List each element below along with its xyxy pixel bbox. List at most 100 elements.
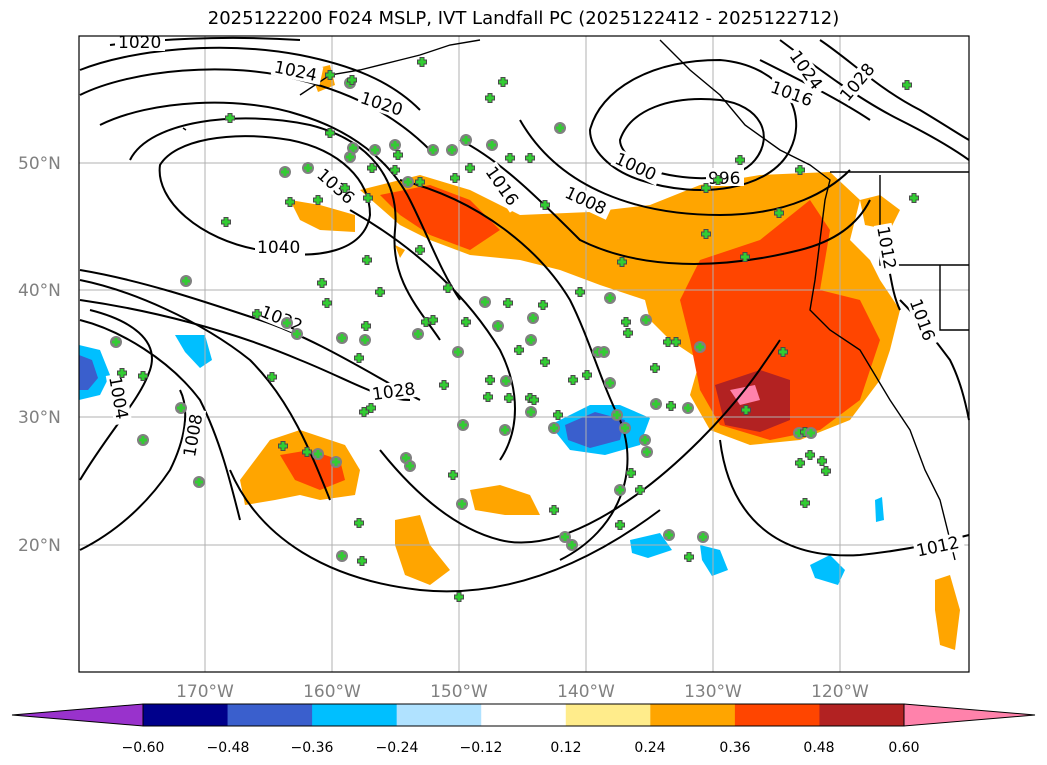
station-cross-marker <box>561 533 569 541</box>
lon-label: 160°W <box>303 682 361 702</box>
station-cross-marker <box>268 373 276 381</box>
colorbar-extend-low <box>11 703 144 727</box>
station-cross-marker <box>702 184 710 192</box>
station-cross-marker <box>910 194 918 202</box>
colorbar <box>11 703 1036 727</box>
station-cross-marker <box>515 346 523 354</box>
cbar-label: 0.12 <box>550 740 581 756</box>
cbar-label: 0.24 <box>634 740 665 756</box>
station-cross-marker <box>606 294 614 302</box>
station-cross-marker <box>367 404 375 412</box>
station-cross-marker <box>696 343 704 351</box>
station-cross-marker <box>499 78 507 86</box>
cbar-label: −0.24 <box>376 740 419 756</box>
station-cross-marker <box>363 256 371 264</box>
colorbar-labels: −0.60 −0.48 −0.36 −0.24 −0.12 0.12 0.24 … <box>122 740 920 756</box>
station-cross-marker <box>530 396 538 404</box>
station-cross-marker <box>554 411 562 419</box>
station-cross-marker <box>459 421 467 429</box>
station-cross-marker <box>505 394 513 402</box>
station-cross-marker <box>796 166 804 174</box>
station-cross-marker <box>903 81 911 89</box>
station-cross-marker <box>651 364 659 372</box>
station-cross-marker <box>652 400 660 408</box>
station-cross-marker <box>283 319 291 327</box>
station-cross-marker <box>618 258 626 266</box>
station-cross-marker <box>714 176 722 184</box>
station-cross-marker <box>527 408 535 416</box>
station-cross-marker <box>404 178 412 186</box>
station-cross-marker <box>361 336 369 344</box>
isobar-label: 1040 <box>257 238 300 258</box>
station-cross-marker <box>451 174 459 182</box>
lat-label: 30°N <box>18 408 61 428</box>
station-cross-marker <box>539 301 547 309</box>
station-cross-marker <box>304 164 312 172</box>
station-cross-marker <box>569 376 577 384</box>
colorbar-bin <box>650 704 736 726</box>
station-markers <box>110 57 919 602</box>
colorbar-bin <box>396 704 482 726</box>
station-cross-marker <box>529 314 537 322</box>
lon-label: 150°W <box>430 682 488 702</box>
station-cross-marker <box>358 557 366 565</box>
station-cross-marker <box>665 531 673 539</box>
plot-title: 2025122200 F024 MSLP, IVT Landfall PC (2… <box>207 8 840 29</box>
station-cross-marker <box>444 284 452 292</box>
colorbar-bin <box>143 704 229 726</box>
station-cross-marker <box>303 448 311 456</box>
station-cross-marker <box>376 288 384 296</box>
station-cross-marker <box>541 358 549 366</box>
station-cross-marker <box>486 376 494 384</box>
station-cross-marker <box>501 426 509 434</box>
station-cross-marker <box>807 429 815 437</box>
colorbar-bin <box>312 704 398 726</box>
lon-label: 140°W <box>557 682 615 702</box>
station-cross-marker <box>112 338 120 346</box>
colorbar-outline <box>142 703 905 727</box>
station-cross-marker <box>568 541 576 549</box>
colorbar-extend-high <box>903 703 1036 727</box>
station-cross-marker <box>293 330 301 338</box>
station-cross-marker <box>481 298 489 306</box>
station-cross-marker <box>583 371 591 379</box>
lat-label: 40°N <box>18 281 61 301</box>
station-cross-marker <box>182 277 190 285</box>
station-cross-marker <box>355 354 363 362</box>
station-cross-marker <box>622 318 630 326</box>
colorbar-bin <box>734 704 820 726</box>
station-cross-marker <box>332 458 340 466</box>
latitude-labels: 50°N 40°N 30°N 20°N <box>18 154 61 556</box>
map-border <box>78 35 970 673</box>
station-cross-marker <box>323 299 331 307</box>
graticule <box>79 36 969 672</box>
station-cross-marker <box>796 459 804 467</box>
station-cross-marker <box>527 336 535 344</box>
station-cross-marker <box>502 377 510 385</box>
colorbar-bin <box>819 704 905 726</box>
station-cross-marker <box>624 329 632 337</box>
station-cross-marker <box>448 146 456 154</box>
station-cross-marker <box>418 58 426 66</box>
station-cross-marker <box>488 141 496 149</box>
ivt-shading <box>79 65 960 650</box>
cbar-label: −0.60 <box>122 740 165 756</box>
station-cross-marker <box>429 146 437 154</box>
station-cross-marker <box>177 404 185 412</box>
station-cross-marker <box>462 318 470 326</box>
station-cross-marker <box>541 201 549 209</box>
cbar-label: 0.48 <box>803 740 834 756</box>
station-cross-marker <box>643 448 651 456</box>
station-cross-marker <box>741 253 749 261</box>
station-cross-marker <box>341 184 349 192</box>
station-cross-marker <box>818 457 826 465</box>
station-cross-marker <box>822 467 830 475</box>
cbar-label: 0.60 <box>888 740 919 756</box>
station-cross-marker <box>406 462 414 470</box>
station-cross-marker <box>226 114 234 122</box>
station-cross-marker <box>139 372 147 380</box>
station-cross-marker <box>368 164 376 172</box>
station-cross-marker <box>526 154 534 162</box>
station-cross-marker <box>346 153 354 161</box>
station-cross-marker <box>139 436 147 444</box>
